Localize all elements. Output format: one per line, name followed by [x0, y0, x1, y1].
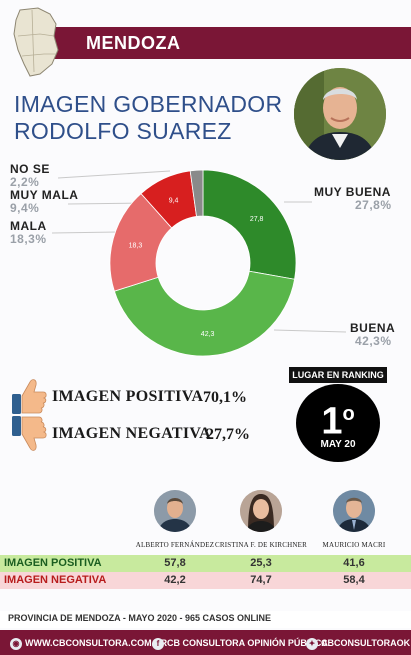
person-photo-icon	[294, 68, 386, 160]
main-title: IMAGEN GOBERNADOR RODOLFO SUAREZ	[14, 91, 283, 144]
social-bar	[0, 630, 411, 655]
twitter-link[interactable]: ✦ CBCONSULTORAOK	[306, 636, 410, 650]
label-mala: MALA	[10, 219, 47, 233]
thumbs-down-icon	[12, 416, 47, 451]
person-photo-icon	[240, 490, 282, 532]
candidate-name-kirchner: CRISTINA F. DE KIRCHNER	[215, 541, 307, 549]
positive-value-kirchner: 25,3	[250, 557, 272, 569]
positive-value-fernandez: 57,8	[164, 557, 186, 569]
negative-value-macri: 58,4	[343, 574, 365, 586]
website-text: WWW.CBCONSULTORA.COM.AR	[25, 638, 168, 648]
person-photo-icon	[154, 490, 196, 532]
value-muy-mala: 9,4%	[10, 201, 40, 215]
candidate-photo-fernandez	[154, 490, 196, 532]
value-mala: 18,3%	[10, 232, 47, 246]
candidate-photo-kirchner	[240, 490, 282, 532]
negative-row: IMAGEN NEGATIVA 42,2 74,7 58,4	[0, 572, 411, 589]
footer-text: PROVINCIA DE MENDOZA - MAYO 2020 - 965 C…	[8, 613, 272, 623]
mendoza-map-icon	[13, 7, 59, 77]
value-no-se: 2,2%	[10, 175, 40, 189]
facebook-icon: f	[152, 637, 164, 650]
slice-buena	[113, 270, 296, 357]
slice-label-buena: 42,3	[201, 331, 215, 338]
slice-label-mala: 18,3	[129, 243, 143, 250]
candidate-name-fernandez: ALBERTO FERNÁNDEZ	[135, 541, 215, 549]
ranking-period: MAY 20	[320, 439, 356, 450]
website-link[interactable]: ◉ WWW.CBCONSULTORA.COM.AR	[10, 636, 167, 650]
ranking-number-wrap: 1o	[296, 394, 380, 442]
label-muy-buena: MUY BUENA	[314, 185, 391, 199]
slice-label-muy-mala: 9,4	[169, 197, 179, 204]
slice-muy-buena	[202, 169, 297, 280]
facebook-link[interactable]: f CB CONSULTORA OPINIÓN PÚBLICA	[152, 636, 328, 650]
positive-row-label: IMAGEN POSITIVA	[4, 557, 102, 569]
thumbs-up-icon	[12, 379, 47, 414]
negative-image-label: IMAGEN NEGATIVA	[52, 425, 212, 442]
twitter-icon: ✦	[306, 637, 318, 650]
negative-row-label: IMAGEN NEGATIVA	[4, 574, 107, 586]
facebook-text: CB CONSULTORA OPINIÓN PÚBLICA	[167, 638, 328, 648]
positive-row: IMAGEN POSITIVA 57,8 25,3 41,6	[0, 555, 411, 572]
ranking-title: LUGAR EN RANKING	[289, 367, 387, 383]
value-muy-buena: 27,8%	[355, 198, 392, 212]
ranking-badge: 1o MAY 20	[296, 384, 380, 462]
slice-no-se	[189, 169, 204, 217]
header-bar	[44, 27, 411, 59]
footer-line	[0, 611, 411, 628]
negative-image-value: 27,7%	[206, 426, 250, 443]
negative-value-kirchner: 74,7	[250, 574, 272, 586]
person-photo-icon	[333, 490, 375, 532]
mouse-icon: ◉	[10, 637, 22, 650]
positive-value-macri: 41,6	[343, 557, 365, 569]
donut-chart: 27,8 42,3 18,3 9,4	[109, 169, 297, 357]
value-buena: 42,3%	[355, 334, 392, 348]
twitter-text: CBCONSULTORAOK	[321, 638, 411, 648]
ranking-number: 1	[321, 400, 343, 443]
candidate-name-macri: MAURICIO MACRI	[322, 541, 386, 549]
candidate-photo-macri	[333, 490, 375, 532]
header-title: MENDOZA	[86, 33, 181, 53]
governor-portrait	[294, 68, 386, 160]
positive-image-value: 70,1%	[203, 389, 247, 406]
negative-value-fernandez: 42,2	[164, 574, 186, 586]
slice-label-muy-buena: 27,8	[250, 216, 264, 223]
ranking-suffix: o	[342, 403, 355, 425]
label-muy-mala: MUY MALA	[10, 188, 79, 202]
label-no-se: NO SE	[10, 162, 50, 176]
positive-image-label: IMAGEN POSITIVA	[52, 388, 204, 405]
label-buena: BUENA	[350, 321, 396, 335]
